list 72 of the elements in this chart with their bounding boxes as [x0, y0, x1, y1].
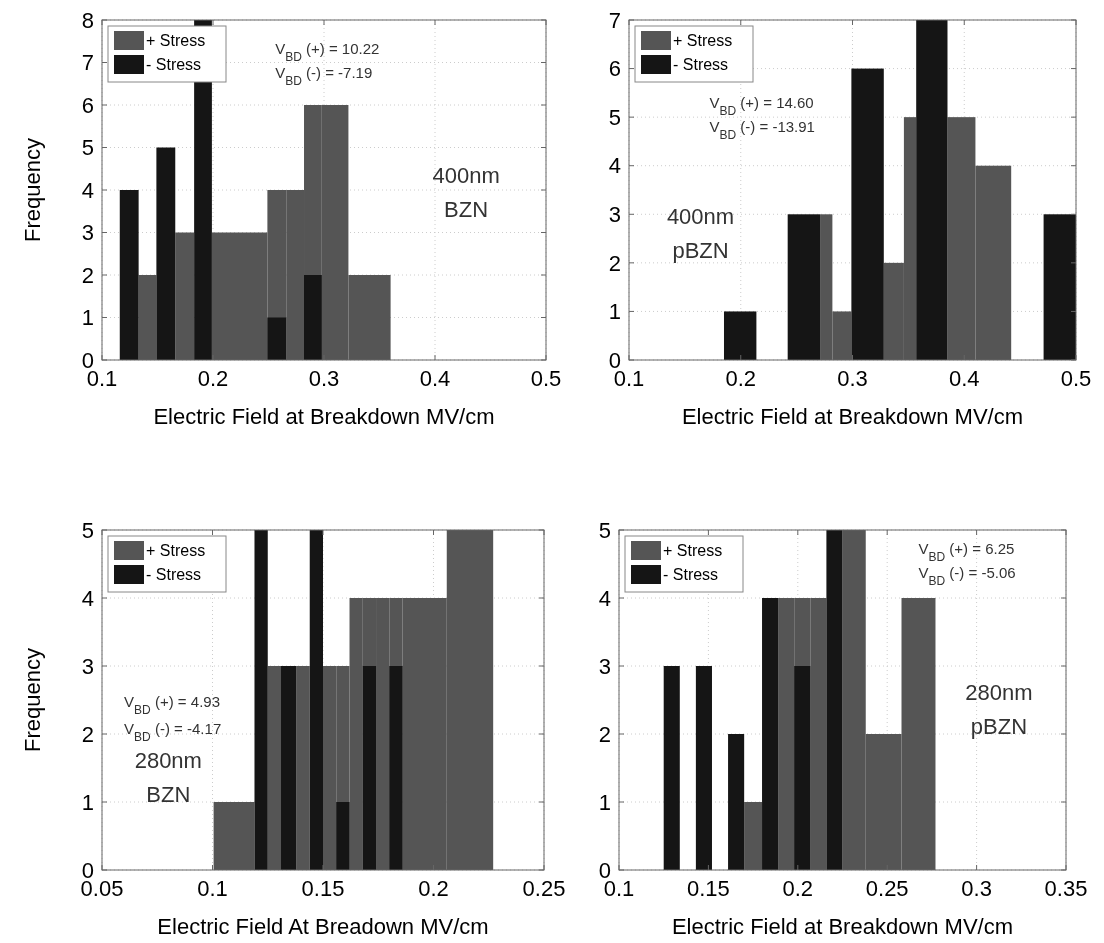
- x-tick-label: 0.25: [522, 876, 566, 901]
- annotation: BZN: [444, 197, 489, 223]
- y-tick-label: 7: [81, 50, 94, 76]
- x-tick-label: 0.2: [197, 366, 229, 391]
- y-tick-label: 3: [81, 220, 94, 246]
- x-tick-label: 0.3: [837, 366, 868, 391]
- y-tick-label: 2: [81, 721, 94, 747]
- x-axis-title: Electric Field At Breadown MV/cm: [157, 914, 489, 939]
- y-tick-label: 5: [81, 517, 94, 543]
- y-tick-label: 4: [81, 177, 94, 203]
- y-axis-title: Frequency: [20, 648, 45, 752]
- y-tick-label: 8: [81, 7, 94, 33]
- annotation: pBZN: [672, 238, 729, 263]
- annotation: V$_{BD}$ (+) = 6.25: [918, 539, 1015, 564]
- y-tick-label: 4: [81, 585, 94, 611]
- x-tick-label: 0.25: [865, 876, 909, 901]
- x-tick-label: 0.2: [782, 876, 814, 901]
- annotation: V$_{BD}$ (+) = 14.60: [709, 94, 814, 119]
- y-tick-label: 2: [598, 721, 611, 747]
- legend-label: + Stress: [663, 542, 723, 559]
- x-tick-label: 0.1: [197, 876, 228, 901]
- x-tick-label: 0.5: [530, 366, 562, 391]
- y-tick-label: 4: [608, 153, 621, 179]
- legend-label: - Stress: [146, 56, 202, 73]
- y-axis-title: Frequency: [20, 138, 45, 242]
- x-tick-label: 0.35: [1044, 876, 1088, 901]
- x-tick-label: 0.5: [1060, 366, 1092, 391]
- y-tick-label: 5: [598, 517, 611, 543]
- annotation: 400nm: [432, 163, 500, 189]
- y-tick-label: 2: [81, 262, 94, 288]
- y-tick-label: 1: [81, 789, 94, 815]
- x-tick-label: 0.2: [725, 366, 757, 391]
- x-tick-label: 0.15: [301, 876, 345, 901]
- legend-label: + Stress: [146, 32, 206, 49]
- x-tick-label: 0.2: [418, 876, 449, 901]
- y-tick-label: 3: [598, 653, 611, 679]
- x-tick-label: 0.3: [961, 876, 992, 901]
- annotation: pBZN: [970, 714, 1028, 739]
- annotation: 280nm: [965, 680, 1033, 705]
- x-tick-label: 0.3: [308, 366, 340, 391]
- annotation: 280nm: [134, 748, 202, 773]
- x-axis-title: Electric Field at Breakdown MV/cm: [153, 404, 495, 429]
- y-tick-label: 1: [598, 789, 611, 815]
- y-tick-label: 3: [608, 201, 621, 227]
- y-tick-label: 2: [608, 250, 621, 276]
- annotation: V$_{BD}$ (-) = -7.19: [275, 63, 373, 88]
- annotation: V$_{BD}$ (+) = 10.22: [275, 40, 380, 64]
- legend-label: - Stress: [663, 566, 719, 583]
- annotation: V$_{BD}$ (-) = -13.91: [709, 118, 815, 143]
- y-tick-label: 6: [608, 56, 621, 82]
- x-axis-title: Electric Field at Breakdown MV/cm: [681, 404, 1024, 429]
- x-axis-title: Electric Field at Breakdown MV/cm: [671, 914, 1014, 939]
- annotation: BZN: [146, 782, 191, 807]
- x-tick-label: 0.4: [948, 366, 980, 391]
- y-tick-label: 6: [81, 92, 94, 118]
- y-tick-label: 4: [598, 585, 611, 611]
- legend-label: - Stress: [146, 566, 202, 583]
- legend-label: - Stress: [673, 56, 729, 73]
- x-tick-label: 0.4: [419, 366, 451, 391]
- y-tick-label: 3: [81, 653, 94, 679]
- y-tick-label: 5: [81, 135, 94, 161]
- annotation: V$_{BD}$ (-) = -5.06: [918, 563, 1016, 588]
- annotation: V$_{BD}$ (-) = -4.17: [124, 720, 222, 744]
- annotation: 400nm: [666, 204, 735, 229]
- x-tick-label: 0.15: [686, 876, 730, 901]
- annotation: V$_{BD}$ (+) = 4.93: [124, 692, 221, 717]
- y-tick-label: 1: [81, 305, 94, 331]
- y-tick-label: 1: [608, 299, 621, 325]
- y-tick-label: 5: [608, 104, 621, 130]
- legend-label: + Stress: [146, 542, 206, 559]
- legend-label: + Stress: [673, 32, 733, 49]
- y-tick-label: 7: [608, 7, 621, 33]
